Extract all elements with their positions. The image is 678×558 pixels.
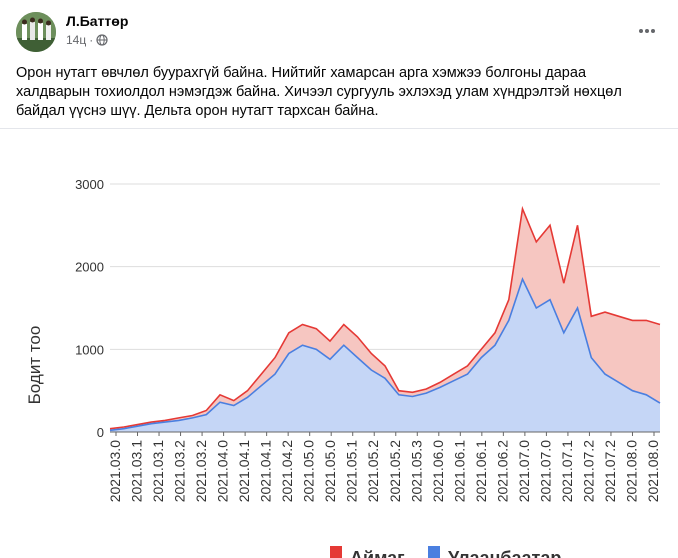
legend-swatch — [330, 546, 342, 558]
x-tick-label: 2021.04.1 — [236, 440, 252, 502]
x-tick-label: 2021.05.2 — [365, 440, 381, 502]
aimag-series-line — [109, 205, 661, 430]
y-axis-ticks: 0 1000 2000 3000 — [75, 177, 104, 440]
x-tick-label: 2021.03.2 — [172, 440, 188, 502]
y-tick-label: 3000 — [75, 177, 104, 192]
post-text: Орон нутагт өвчлөл буурахгүй байна. Нийт… — [16, 65, 622, 119]
x-tick-label: 2021.07.2 — [602, 440, 618, 502]
x-tick-label: 2021.06.2 — [494, 440, 510, 502]
x-tick-label: 2021.03.1 — [129, 440, 145, 502]
x-tick-label: 2021.03.1 — [150, 440, 166, 502]
author-name[interactable]: Л.Баттөр — [66, 13, 129, 29]
post-divider — [0, 128, 678, 129]
legend-swatch — [428, 546, 440, 558]
x-tick-label: 2021.08.0 — [623, 440, 639, 502]
x-axis-ticks: 2021.03.0 2021.03.1 2021.03.1 2021.03.2 2021… — [107, 432, 661, 502]
avatar[interactable] — [16, 12, 56, 52]
more-options-button[interactable] — [638, 18, 656, 39]
x-tick-label: 2021.03.2 — [193, 440, 209, 502]
y-axis-label: Бодит тоо — [25, 326, 44, 405]
x-tick-label: 2021.08.0 — [645, 440, 661, 502]
more-horizontal-icon — [639, 29, 655, 33]
x-tick-label: 2021.05.1 — [344, 440, 360, 502]
x-tick-label: 2021.07.1 — [559, 440, 575, 502]
x-tick-label: 2021.07.0 — [516, 440, 532, 502]
legend-label: Аймаг — [350, 548, 405, 558]
post-meta: 14ц · — [66, 33, 108, 47]
y-tick-label: 2000 — [75, 260, 104, 275]
x-tick-label: 2021.07.2 — [580, 440, 596, 502]
avatar-image — [16, 12, 56, 52]
x-tick-label: 2021.05.0 — [301, 440, 317, 502]
ulaanbaatar-area — [110, 279, 660, 432]
chart-legend: Аймаг Улаанбаатар — [330, 546, 561, 558]
x-tick-label: 2021.05.2 — [387, 440, 403, 502]
x-tick-label: 2021.05.0 — [322, 440, 338, 502]
x-tick-label: 2021.07.0 — [537, 440, 553, 502]
x-tick-label: 2021.05.3 — [408, 440, 424, 502]
x-tick-label: 2021.04.2 — [279, 440, 295, 502]
x-tick-label: 2021.03.0 — [107, 440, 123, 502]
meta-separator: · — [89, 33, 94, 47]
x-tick-label: 2021.04.0 — [215, 440, 231, 502]
y-tick-label: 1000 — [75, 342, 104, 357]
ulaanbaatar-series-line — [109, 276, 661, 432]
x-tick-label: 2021.06.1 — [451, 440, 467, 502]
x-tick-label: 2021.06.1 — [473, 440, 489, 502]
x-tick-label: 2021.06.0 — [430, 440, 446, 502]
post-time[interactable]: 14ц — [66, 33, 87, 47]
legend-label: Улаанбаатар — [448, 548, 561, 558]
x-tick-label: 2021.04.1 — [258, 440, 274, 502]
y-tick-label: 0 — [97, 425, 104, 440]
globe-icon[interactable] — [96, 34, 108, 46]
